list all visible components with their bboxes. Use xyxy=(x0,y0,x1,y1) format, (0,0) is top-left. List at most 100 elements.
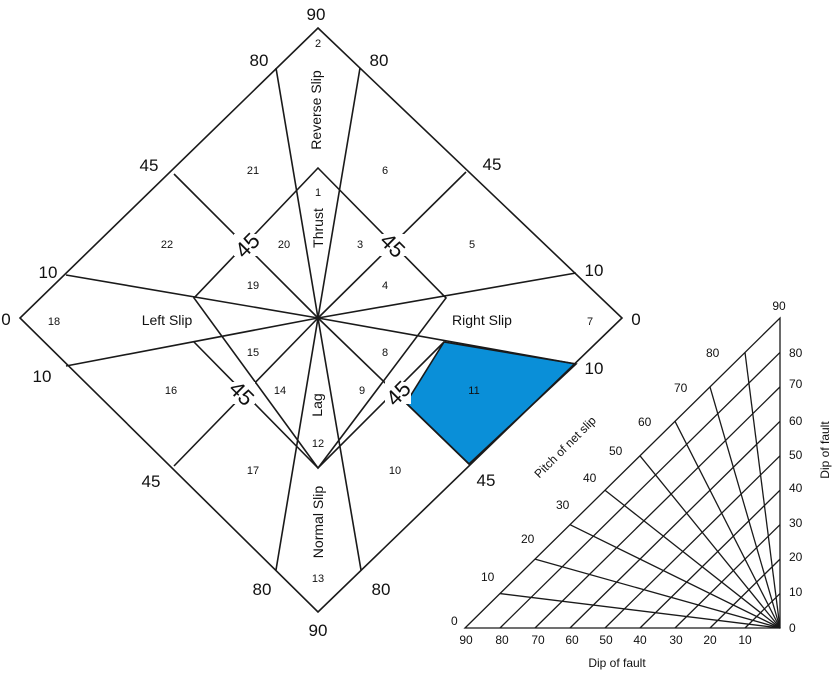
label-normal-slip: Normal Slip xyxy=(310,486,326,559)
pitch-tick-80: 80 xyxy=(706,346,720,360)
region-11: 11 xyxy=(468,385,479,397)
y-tick-70: 70 xyxy=(789,377,803,391)
y-tick-labels: 0 10 20 30 40 50 60 70 80 xyxy=(789,346,803,635)
region-3: 3 xyxy=(357,239,363,251)
scale-ur-10: 10 xyxy=(585,261,604,280)
scale-ll-10: 10 xyxy=(33,367,52,386)
y-tick-30: 30 xyxy=(789,516,803,530)
dip-grid-line xyxy=(569,420,781,629)
region-10: 10 xyxy=(389,465,401,477)
region-16: 16 xyxy=(165,385,177,397)
region-8: 8 xyxy=(382,347,388,359)
scale-ul-10: 10 xyxy=(39,263,58,282)
diamond-outline xyxy=(18,26,624,614)
pitch-tick-70: 70 xyxy=(674,381,688,395)
pitch-tick-10: 10 xyxy=(481,570,495,584)
scale-lr-10: 10 xyxy=(585,359,604,378)
scale-ll-45: 45 xyxy=(142,472,161,491)
region-12: 12 xyxy=(312,438,324,450)
y-axis-title: Dip of fault xyxy=(818,421,832,479)
pitch-tick-40: 40 xyxy=(583,471,597,485)
scale-right-0: 0 xyxy=(631,310,640,329)
region-4: 4 xyxy=(382,280,388,292)
pitch-fan-line xyxy=(534,558,781,629)
x-tick-80: 80 xyxy=(495,633,509,647)
label-reverse-slip: Reverse Slip xyxy=(308,70,324,150)
y-tick-20: 20 xyxy=(789,550,803,564)
scale-bottom-90: 90 xyxy=(309,621,328,640)
scale-ur-80: 80 xyxy=(370,51,389,70)
region-14: 14 xyxy=(274,385,286,397)
region-21: 21 xyxy=(247,165,259,177)
x-tick-50: 50 xyxy=(599,633,613,647)
x-tick-10: 10 xyxy=(738,633,752,647)
dip-grid-line xyxy=(709,558,781,629)
scale-ul-45: 45 xyxy=(140,156,159,175)
region-20: 20 xyxy=(278,239,290,251)
scale-top-90: 90 xyxy=(307,5,326,24)
pitch-fan-line xyxy=(604,489,781,629)
x-tick-30: 30 xyxy=(669,633,683,647)
triangle-outline xyxy=(463,316,781,629)
y-tick-90-top: 90 xyxy=(772,299,786,313)
x-tick-labels: 90 80 70 60 50 40 30 20 10 xyxy=(459,633,752,647)
y-tick-40: 40 xyxy=(789,481,803,495)
y-tick-0: 0 xyxy=(789,621,796,635)
region-13: 13 xyxy=(312,573,324,585)
dip-grid-line xyxy=(674,524,781,629)
y-tick-10: 10 xyxy=(789,585,803,599)
pitch-tick-50: 50 xyxy=(609,444,623,458)
pitch-fan-line xyxy=(569,524,781,629)
pitch-tick-60: 60 xyxy=(638,415,652,429)
scale-ll-80: 80 xyxy=(253,580,272,599)
x-tick-70: 70 xyxy=(531,633,545,647)
region-5: 5 xyxy=(469,239,475,251)
x-tick-40: 40 xyxy=(633,633,647,647)
label-thrust: Thrust xyxy=(310,208,326,248)
scale-ul-80: 80 xyxy=(250,51,269,70)
region-19: 19 xyxy=(247,280,259,292)
pitch-fan-line xyxy=(744,352,781,629)
dip-grid-line xyxy=(744,593,781,629)
label-left-slip: Left Slip xyxy=(142,312,193,328)
dip-grid-line xyxy=(534,386,781,629)
dip-grid-line xyxy=(639,489,781,629)
triangle-grid-lines xyxy=(499,351,781,629)
region-6: 6 xyxy=(382,165,388,177)
pitch-tick-0: 0 xyxy=(451,614,458,628)
x-axis-title: Dip of fault xyxy=(588,656,646,670)
region-numbers: 1 2 3 4 5 6 7 8 9 10 11 12 13 14 15 16 1… xyxy=(48,38,593,585)
pitch-tick-30: 30 xyxy=(556,498,570,512)
triangle-nomogram: 90 80 70 60 50 40 30 20 10 Dip of fault … xyxy=(451,299,832,670)
x-tick-90: 90 xyxy=(459,633,473,647)
scale-ur-45: 45 xyxy=(483,155,502,174)
pitch-tick-20: 20 xyxy=(521,532,535,546)
y-tick-50: 50 xyxy=(789,448,803,462)
pitch-fan-line xyxy=(709,386,781,629)
region-9: 9 xyxy=(359,385,365,397)
dip-grid-line xyxy=(604,455,781,629)
scale-left-0: 0 xyxy=(1,310,10,329)
region-15: 15 xyxy=(247,347,259,359)
x-tick-20: 20 xyxy=(703,633,717,647)
pitch-fan-line xyxy=(674,421,781,629)
pitch-tick-labels: 0 10 20 30 40 50 60 70 80 xyxy=(451,346,720,628)
label-lag: Lag xyxy=(309,393,325,416)
y-tick-60: 60 xyxy=(789,414,803,428)
region-18: 18 xyxy=(48,316,60,328)
region-1: 1 xyxy=(315,187,321,199)
region-17: 17 xyxy=(247,465,259,477)
scale-lr-80: 80 xyxy=(372,580,391,599)
x-tick-60: 60 xyxy=(565,633,579,647)
label-right-slip: Right Slip xyxy=(452,312,512,328)
inner-45-ul: 45 xyxy=(230,228,265,263)
region-2: 2 xyxy=(315,38,321,50)
region-22: 22 xyxy=(161,239,173,251)
pitch-fan-line xyxy=(639,455,781,629)
dip-grid-line xyxy=(499,351,781,629)
region-7: 7 xyxy=(587,316,593,328)
scale-lr-45: 45 xyxy=(477,471,496,490)
y-tick-80: 80 xyxy=(789,346,803,360)
pitch-fan-line xyxy=(499,592,781,629)
